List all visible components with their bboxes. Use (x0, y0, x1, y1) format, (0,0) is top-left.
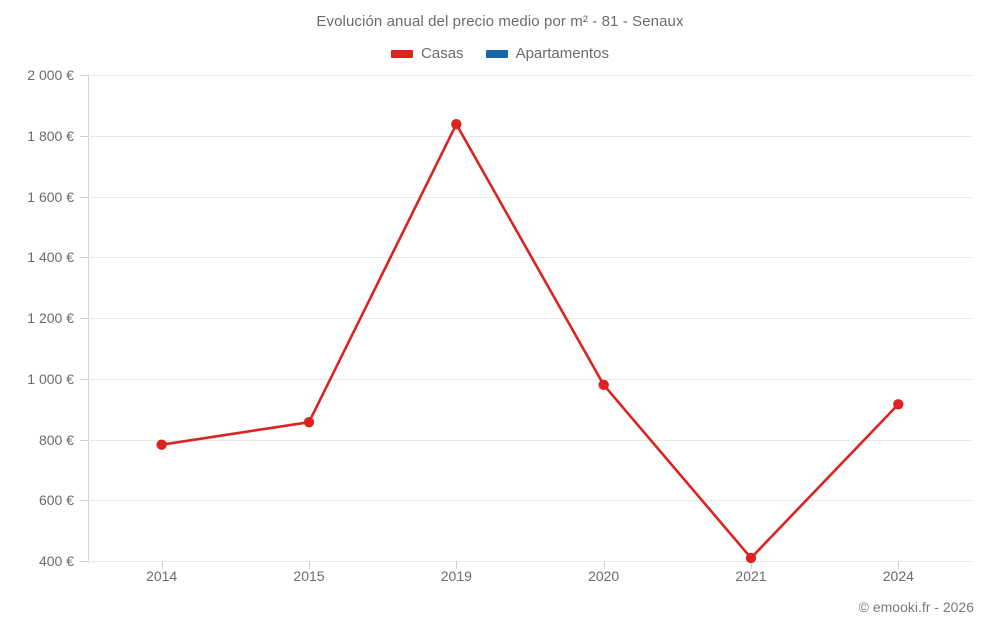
gridline-horizontal (88, 75, 972, 76)
x-axis-tick-label: 2015 (293, 568, 325, 584)
x-axis-tick-mark (161, 561, 163, 569)
y-axis-tick-mark (80, 196, 88, 198)
legend-swatch-apartamentos (485, 49, 508, 58)
x-axis-tick-label: 2019 (440, 568, 472, 584)
y-axis-tick-label: 1 200 € (27, 310, 74, 326)
y-axis-tick-label: 1 000 € (27, 370, 74, 387)
y-axis-tick-label: 1 400 € (27, 249, 74, 266)
x-axis-tick-mark (603, 561, 605, 569)
x-axis-tick-label: 2014 (146, 568, 178, 584)
chart-title: Evolución anual del precio medio por m² … (316, 13, 684, 30)
gridline-horizontal (88, 196, 972, 198)
y-axis-tick-mark (80, 135, 88, 137)
gridline-horizontal (88, 318, 972, 319)
plot-area (88, 75, 972, 562)
y-axis-tick-label: 600 € (38, 492, 74, 509)
chart-legend: Casas Apartamentos (0, 45, 1000, 62)
chart-footer-credit: © emooki.fr - 2026 (858, 599, 974, 615)
legend-entry-casas[interactable]: Casas (391, 45, 464, 62)
y-axis-tick-label: 800 € (38, 431, 74, 448)
gridline-horizontal (88, 135, 972, 137)
y-axis-tick-label: 2 000 € (27, 67, 74, 83)
gridline-horizontal (88, 439, 972, 441)
gridline-horizontal (88, 561, 972, 562)
gridline-horizontal (88, 378, 972, 380)
y-axis-tick-mark (80, 500, 88, 502)
data-point[interactable] (742, 549, 760, 567)
legend-entry-apartamentos[interactable]: Apartamentos (485, 45, 609, 62)
y-axis-tick-mark (80, 439, 88, 441)
y-axis-tick-mark (80, 378, 88, 380)
x-axis-tick-mark (751, 561, 752, 569)
y-axis-tick-label: 1 800 € (27, 127, 74, 144)
y-axis-tick-label: 1 600 € (27, 188, 74, 205)
data-point[interactable] (300, 413, 318, 431)
legend-label-apartamentos: Apartamentos (515, 45, 609, 62)
x-axis-tick-mark (309, 561, 310, 569)
data-point[interactable] (595, 376, 613, 394)
data-point[interactable] (447, 115, 465, 133)
x-axis-tick-label: 2024 (882, 568, 914, 584)
legend-label-casas: Casas (421, 45, 464, 62)
x-axis-tick-label: 2021 (735, 568, 767, 584)
gridline-horizontal (88, 257, 972, 259)
gridline-horizontal (88, 500, 972, 502)
x-axis-tick-mark (898, 561, 900, 569)
y-axis-tick-mark (80, 561, 88, 562)
y-axis-tick-mark (80, 318, 88, 319)
x-axis-tick-label: 2020 (588, 568, 620, 584)
y-axis-tick-mark (80, 75, 88, 76)
data-point[interactable] (153, 436, 171, 454)
data-point[interactable] (889, 395, 907, 413)
y-axis-tick-mark (80, 257, 88, 259)
y-axis-tick-label: 400 € (38, 553, 74, 569)
x-axis-tick-mark (456, 561, 458, 569)
legend-swatch-casas (391, 49, 414, 58)
